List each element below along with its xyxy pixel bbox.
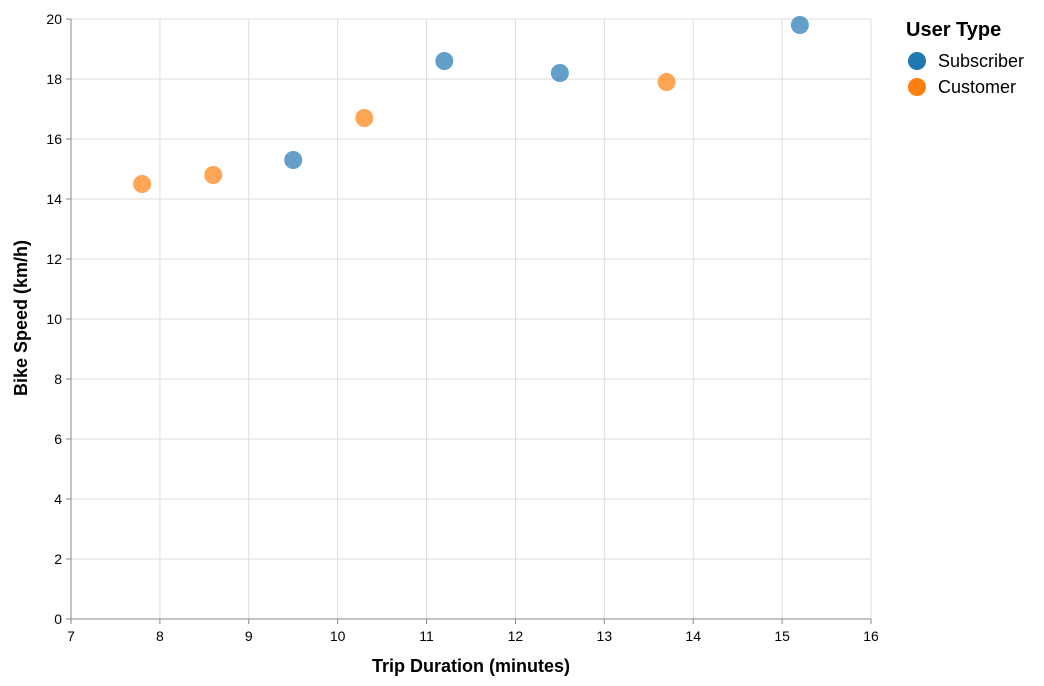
- y-tick-label: 20: [46, 11, 62, 27]
- axes: 7 8 9 10 11 12 13 14 15 16 0 2 4 6 8 10 12 14 16 18 20: [46, 11, 879, 644]
- y-tick-label: 10: [46, 311, 62, 327]
- x-tick-label: 9: [245, 628, 253, 644]
- x-tick-label: 12: [508, 628, 524, 644]
- x-axis-title: Trip Duration (minutes): [372, 656, 570, 676]
- y-tick-label: 2: [54, 551, 62, 567]
- y-tick-label: 12: [46, 251, 62, 267]
- point-subscriber[interactable]: [550, 64, 569, 82]
- point-subscriber[interactable]: [284, 151, 303, 169]
- y-tick-label: 8: [54, 371, 62, 387]
- y-tick-label: 14: [46, 191, 62, 207]
- y-tick-label: 16: [46, 131, 62, 147]
- y-tick-label: 4: [54, 491, 62, 507]
- legend-symbol-subscriber: [908, 52, 926, 70]
- data-points: [133, 16, 809, 193]
- legend: User Type Subscriber Customer: [906, 19, 1024, 97]
- point-subscriber[interactable]: [790, 16, 809, 34]
- legend-label-customer: Customer: [938, 77, 1016, 97]
- x-tick-label: 8: [156, 628, 164, 644]
- point-customer[interactable]: [204, 166, 223, 184]
- legend-label-subscriber: Subscriber: [938, 51, 1024, 71]
- point-subscriber[interactable]: [435, 52, 454, 70]
- x-tick-label: 7: [67, 628, 75, 644]
- x-tick-label: 10: [330, 628, 346, 644]
- legend-title: User Type: [906, 19, 1001, 41]
- y-axis-title: Bike Speed (km/h): [11, 240, 31, 396]
- x-tick-label: 16: [863, 628, 879, 644]
- legend-symbol-customer: [908, 78, 926, 96]
- point-customer[interactable]: [657, 73, 676, 91]
- point-customer[interactable]: [133, 175, 152, 193]
- y-tick-label: 6: [54, 431, 62, 447]
- x-tick-label: 14: [685, 628, 701, 644]
- point-customer[interactable]: [355, 109, 374, 127]
- x-tick-label: 11: [419, 628, 434, 644]
- y-tick-label: 0: [54, 611, 62, 627]
- x-tick-label: 13: [597, 628, 613, 644]
- y-tick-label: 18: [46, 71, 62, 87]
- grid: [70, 18, 872, 620]
- x-tick-label: 15: [774, 628, 790, 644]
